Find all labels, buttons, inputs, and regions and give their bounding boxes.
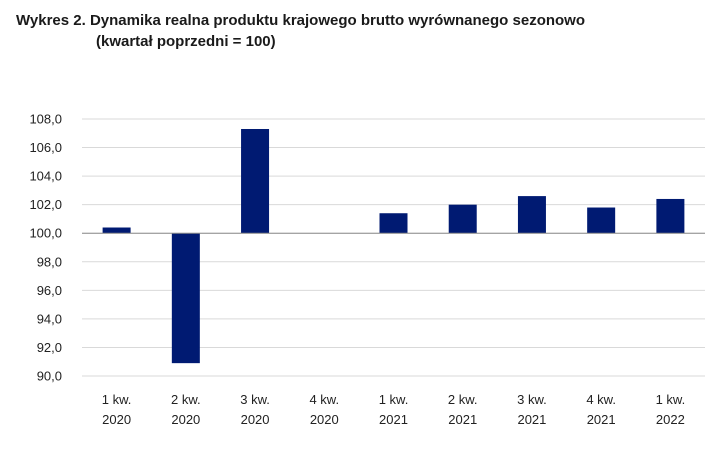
x-tick-label-quarter: 4 kw. [586, 392, 616, 407]
bar [241, 128, 270, 234]
y-tick-label: 96,0 [37, 283, 62, 298]
x-tick-label-year: 2021 [448, 412, 477, 427]
x-tick-label-year: 2020 [241, 412, 270, 427]
y-tick-label: 92,0 [37, 340, 62, 355]
x-tick-label-quarter: 1 kw. [379, 392, 409, 407]
y-tick-label: 94,0 [37, 311, 62, 326]
x-axis-tick-labels: 1 kw. 2020 2 kw. 2020 3 kw. 2020 4 kw. 2020 1 kw… [102, 392, 685, 427]
y-tick-label: 104,0 [29, 169, 62, 184]
chart-title-line1: Wykres 2. Dynamika realna produktu krajo… [16, 12, 586, 29]
y-axis-tick-labels: 90,0 92,0 94,0 96,0 98,0 100,0 102,0 104,0 106,0… [29, 112, 62, 384]
y-tick-label: 108,0 [29, 112, 62, 127]
x-tick-label-year: 2021 [517, 412, 546, 427]
y-tick-label: 100,0 [29, 226, 62, 241]
chart-title-line2: (kwartał poprzedni = 100) [96, 33, 276, 50]
x-tick-label-quarter: 3 kw. [240, 392, 270, 407]
x-tick-label-year: 2021 [587, 412, 616, 427]
x-tick-label-quarter: 2 kw. [171, 392, 201, 407]
x-tick-label-quarter: 1 kw. [656, 392, 686, 407]
x-tick-label-year: 2020 [102, 412, 131, 427]
bars [102, 128, 685, 364]
x-tick-label-quarter: 1 kw. [102, 392, 132, 407]
bar [656, 198, 685, 234]
x-tick-label-year: 2021 [379, 412, 408, 427]
bar [517, 196, 546, 234]
x-tick-label-quarter: 4 kw. [309, 392, 339, 407]
bar [379, 213, 408, 234]
bar [102, 227, 131, 234]
bar [587, 207, 616, 234]
x-tick-label-quarter: 3 kw. [517, 392, 547, 407]
y-tick-label: 106,0 [29, 140, 62, 155]
x-tick-label-year: 2022 [656, 412, 685, 427]
bar [448, 204, 477, 234]
y-tick-label: 98,0 [37, 254, 62, 269]
x-tick-label-year: 2020 [171, 412, 200, 427]
chart-title: Wykres 2. Dynamika realna produktu krajo… [16, 10, 585, 52]
bar [171, 233, 200, 364]
y-tick-label: 102,0 [29, 197, 62, 212]
y-tick-label: 90,0 [37, 369, 62, 384]
x-tick-label-quarter: 2 kw. [448, 392, 478, 407]
x-tick-label-year: 2020 [310, 412, 339, 427]
